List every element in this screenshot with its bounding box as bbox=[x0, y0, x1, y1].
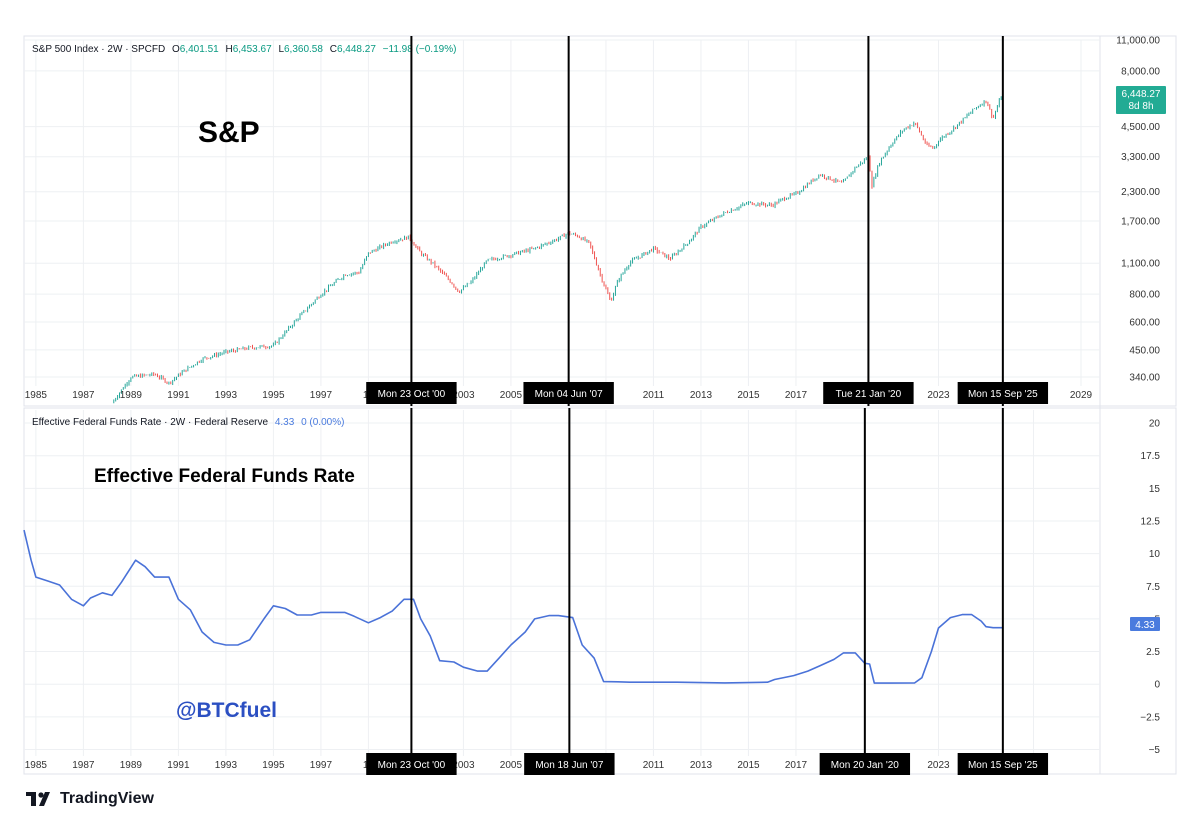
top-x-tick-label: 2023 bbox=[927, 390, 950, 401]
event-label-bg-top bbox=[957, 382, 1049, 404]
event-label-bottom: Mon 23 Oct '00 bbox=[378, 760, 446, 771]
tradingview-logo[interactable]: TradingView bbox=[26, 790, 154, 808]
bottom-y-tick-label: 2.5 bbox=[1146, 647, 1160, 658]
top-x-tick-label: 1997 bbox=[310, 390, 333, 401]
bottom-y-tick-label: −2.5 bbox=[1140, 712, 1160, 723]
event-label-bg-bottom bbox=[819, 753, 911, 775]
rate-series bbox=[23, 529, 1003, 684]
rate-tag-value: 4.33 bbox=[1135, 620, 1155, 631]
event-label-bg-bottom bbox=[957, 753, 1049, 775]
bottom-legend-symbol: Effective Federal Funds Rate · 2W · Fede… bbox=[32, 417, 268, 428]
top-x-tick-label: 1995 bbox=[262, 390, 285, 401]
top-y-tick-label: 1,700.00 bbox=[1121, 217, 1160, 228]
bottom-grid bbox=[24, 410, 1100, 756]
event-label-bg-bottom bbox=[524, 753, 615, 775]
bottom-legend-value: 4.33 bbox=[275, 417, 295, 428]
bottom-x-tick-label: 2023 bbox=[927, 760, 950, 771]
bottom-x-tick-label: 1993 bbox=[215, 760, 238, 771]
top-x-tick-label: 1993 bbox=[215, 390, 238, 401]
top-x-tick-label: 2029 bbox=[1070, 390, 1093, 401]
bottom-y-tick-label: 12.5 bbox=[1141, 516, 1161, 527]
top-price-scale: 11,000.00 8,000.00 4,500.00 3,300.00 2,300.0… bbox=[1116, 36, 1160, 384]
top-legend: S&P 500 Index · 2W · SPCFD O6,401.51 H6,… bbox=[32, 44, 456, 55]
legend-high: 6,453.67 bbox=[233, 44, 272, 55]
bottom-legend: Effective Federal Funds Rate · 2W · Fede… bbox=[32, 417, 344, 428]
legend-open: 6,401.51 bbox=[180, 44, 219, 55]
event-label-top: Mon 15 Sep '25 bbox=[968, 389, 1038, 400]
top-x-tick-label: 1985 bbox=[25, 390, 48, 401]
bottom-y-tick-label: 7.5 bbox=[1146, 582, 1160, 593]
rate-tag: 4.33 bbox=[1130, 617, 1160, 631]
rate-line bbox=[23, 529, 1003, 684]
event-label-bottom: Mon 15 Sep '25 bbox=[968, 760, 1038, 771]
bottom-x-tick-label: 1997 bbox=[310, 760, 333, 771]
tradingview-icon bbox=[26, 792, 50, 806]
legend-change: −11.98 (−0.19%) bbox=[383, 44, 457, 55]
top-y-tick-label: 340.00 bbox=[1129, 373, 1160, 384]
bottom-x-tick-label: 2005 bbox=[500, 760, 523, 771]
bottom-x-tick-label: 2003 bbox=[452, 760, 475, 771]
watermark-handle: @BTCfuel bbox=[176, 699, 277, 722]
top-x-tick-label: 2005 bbox=[500, 390, 523, 401]
legend-low: 6,360.58 bbox=[284, 44, 323, 55]
bottom-x-tick-label: 2017 bbox=[785, 760, 808, 771]
top-legend-symbol: S&P 500 Index · 2W · SPCFD bbox=[32, 44, 165, 55]
top-y-tick-label: 4,500.00 bbox=[1121, 122, 1160, 133]
event-label-top: Mon 04 Jun '07 bbox=[535, 389, 604, 400]
top-y-tick-label: 11,000.00 bbox=[1116, 36, 1160, 47]
sp500-series bbox=[113, 96, 1002, 404]
top-x-tick-label: 2011 bbox=[643, 390, 665, 401]
bottom-y-tick-label: 15 bbox=[1149, 484, 1161, 495]
bottom-x-tick-label: 1985 bbox=[25, 760, 48, 771]
top-grid bbox=[24, 39, 1100, 386]
top-x-tick-label: 1991 bbox=[167, 390, 190, 401]
event-label-bg-top bbox=[366, 382, 457, 404]
bottom-y-tick-label: 17.5 bbox=[1141, 451, 1161, 462]
bottom-legend-change: 0 (0.00%) bbox=[301, 417, 344, 428]
top-x-tick-label: 1987 bbox=[72, 390, 95, 401]
top-x-tick-label: 2013 bbox=[690, 390, 713, 401]
bottom-x-tick-label: 1995 bbox=[262, 760, 285, 771]
top-y-tick-label: 1,100.00 bbox=[1121, 259, 1160, 270]
price-tag-countdown: 8d 8h bbox=[1128, 101, 1153, 112]
top-x-tick-label: 2003 bbox=[452, 390, 475, 401]
event-label-top: Mon 23 Oct '00 bbox=[378, 389, 446, 400]
bottom-y-tick-label: −5 bbox=[1149, 745, 1161, 756]
top-y-tick-label: 600.00 bbox=[1129, 317, 1160, 328]
top-x-tick-label: 2015 bbox=[737, 390, 760, 401]
tradingview-wordmark: TradingView bbox=[60, 790, 154, 807]
bottom-y-tick-label: 20 bbox=[1149, 419, 1161, 430]
top-time-scale: 1985198719891991199319951997192003200509… bbox=[25, 390, 1093, 401]
bottom-x-tick-label: 1989 bbox=[120, 760, 143, 771]
top-x-tick-label: 2017 bbox=[785, 390, 808, 401]
top-y-tick-label: 450.00 bbox=[1129, 345, 1160, 356]
event-label-bg-bottom bbox=[366, 753, 457, 775]
legend-close: 6,448.27 bbox=[337, 44, 376, 55]
event-lines: Mon 23 Oct '00 Mon 04 Jun '07 Tue 21 Jan '… bbox=[366, 36, 1049, 775]
bottom-x-tick-label: 2013 bbox=[690, 760, 713, 771]
event-label-bottom: Mon 18 Jun '07 bbox=[535, 760, 604, 771]
bottom-y-tick-label: 0 bbox=[1154, 680, 1160, 691]
event-label-bottom: Mon 20 Jan '20 bbox=[831, 760, 900, 771]
event-label-bg-top bbox=[523, 382, 614, 404]
top-x-tick-label: 1989 bbox=[120, 390, 143, 401]
top-y-tick-label: 2,300.00 bbox=[1121, 187, 1160, 198]
top-y-tick-label: 800.00 bbox=[1129, 290, 1160, 301]
event-label-bg-top bbox=[823, 382, 914, 404]
bottom-x-tick-label: 1991 bbox=[167, 760, 190, 771]
top-panel-title: S&P bbox=[198, 116, 260, 149]
event-label-top: Tue 21 Jan '20 bbox=[836, 389, 902, 400]
top-y-tick-label: 3,300.00 bbox=[1121, 152, 1160, 163]
bottom-panel-title: Effective Federal Funds Rate bbox=[94, 466, 355, 487]
bottom-x-tick-label: 2015 bbox=[737, 760, 760, 771]
bottom-y-tick-label: 10 bbox=[1149, 549, 1161, 560]
bottom-x-tick-label: 1987 bbox=[72, 760, 95, 771]
bottom-x-tick-label: 2011 bbox=[643, 760, 665, 771]
top-y-tick-label: 8,000.00 bbox=[1121, 66, 1160, 77]
price-tag: 6,448.27 8d 8h bbox=[1116, 86, 1166, 114]
price-tag-value: 6,448.27 bbox=[1122, 89, 1161, 100]
